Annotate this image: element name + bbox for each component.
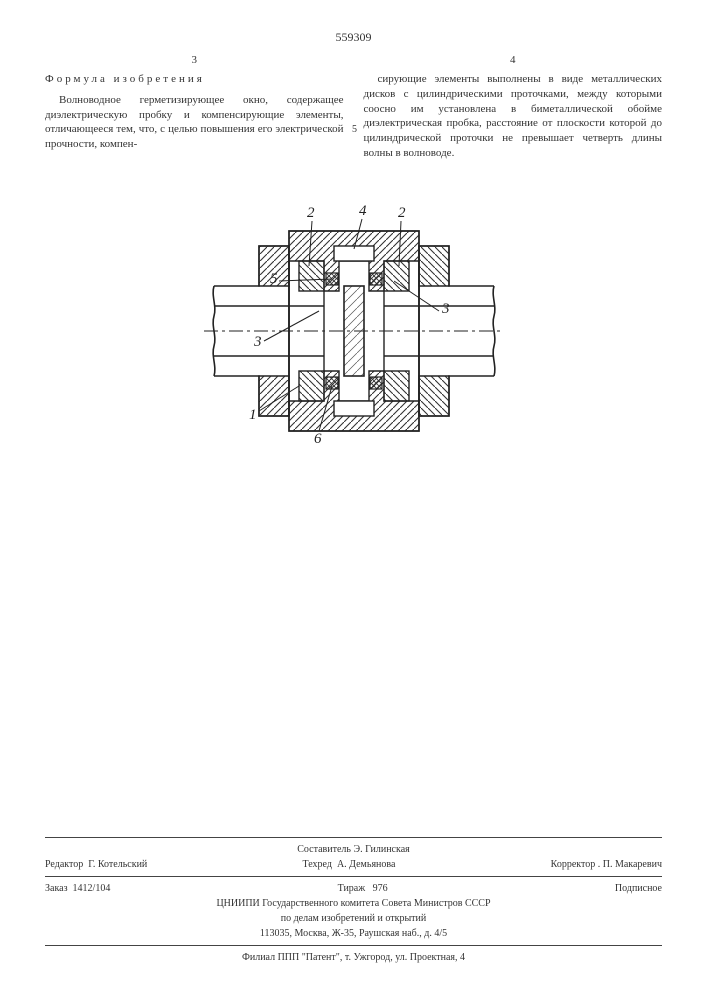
order-label: Заказ bbox=[45, 883, 68, 894]
right-column: 4 сирующие элементы выполнены в виде мет… bbox=[364, 53, 663, 161]
footer: Составитель Э. Гилинская Редактор Г. Кот… bbox=[45, 833, 662, 965]
fig-label-2b: 2 bbox=[398, 205, 406, 221]
fig-label-1: 1 bbox=[249, 407, 257, 423]
addr1: 113035, Москва, Ж-35, Раушская наб., д. … bbox=[45, 926, 662, 941]
tirazh-value: 976 bbox=[373, 883, 388, 894]
corrector-label: Корректор bbox=[551, 859, 596, 870]
right-text: сирующие элементы выполнены в виде метал… bbox=[364, 72, 663, 161]
signed-label: Подписное bbox=[615, 883, 662, 894]
techred-name: А. Демьянова bbox=[337, 859, 395, 870]
left-column: 3 Формула изобретения Волноводное гермет… bbox=[45, 53, 344, 161]
fig-label-5: 5 bbox=[270, 271, 278, 287]
fig-label-6: 6 bbox=[314, 431, 322, 447]
org-line2: по делам изобретений и открытий bbox=[45, 911, 662, 926]
line-marker-5: 5 bbox=[352, 124, 357, 135]
col-num-left: 3 bbox=[45, 53, 344, 68]
fig-label-3b: 3 bbox=[441, 301, 450, 317]
tirazh-label: Тираж bbox=[338, 883, 366, 894]
left-text: Волноводное герметизирующее окно, содерж… bbox=[45, 93, 344, 152]
col-num-right: 4 bbox=[364, 53, 663, 68]
editor-name: Г. Котельский bbox=[88, 859, 147, 870]
compiler-name: Э. Гилинская bbox=[354, 844, 410, 855]
fig-label-2a: 2 bbox=[307, 205, 315, 221]
techred-label: Техред bbox=[303, 859, 332, 870]
patent-number: 559309 bbox=[45, 30, 662, 45]
technical-figure: 2 4 2 5 3 3 1 6 bbox=[204, 191, 504, 464]
fig-label-4: 4 bbox=[359, 203, 367, 219]
compiler-label: Составитель bbox=[297, 844, 351, 855]
order-value: 1412/104 bbox=[73, 883, 111, 894]
branch-line: Филиал ППП "Патент", т. Ужгород, ул. Про… bbox=[45, 950, 662, 965]
corrector-name: П. Макаревич bbox=[603, 859, 662, 870]
org-line1: ЦНИИПИ Государственного комитета Совета … bbox=[45, 896, 662, 911]
figure-container: 2 4 2 5 3 3 1 6 bbox=[45, 191, 662, 464]
editor-label: Редактор bbox=[45, 859, 83, 870]
fig-label-3a: 3 bbox=[253, 334, 262, 350]
formula-title: Формула изобретения bbox=[45, 72, 344, 87]
text-columns: 3 Формула изобретения Волноводное гермет… bbox=[45, 53, 662, 161]
